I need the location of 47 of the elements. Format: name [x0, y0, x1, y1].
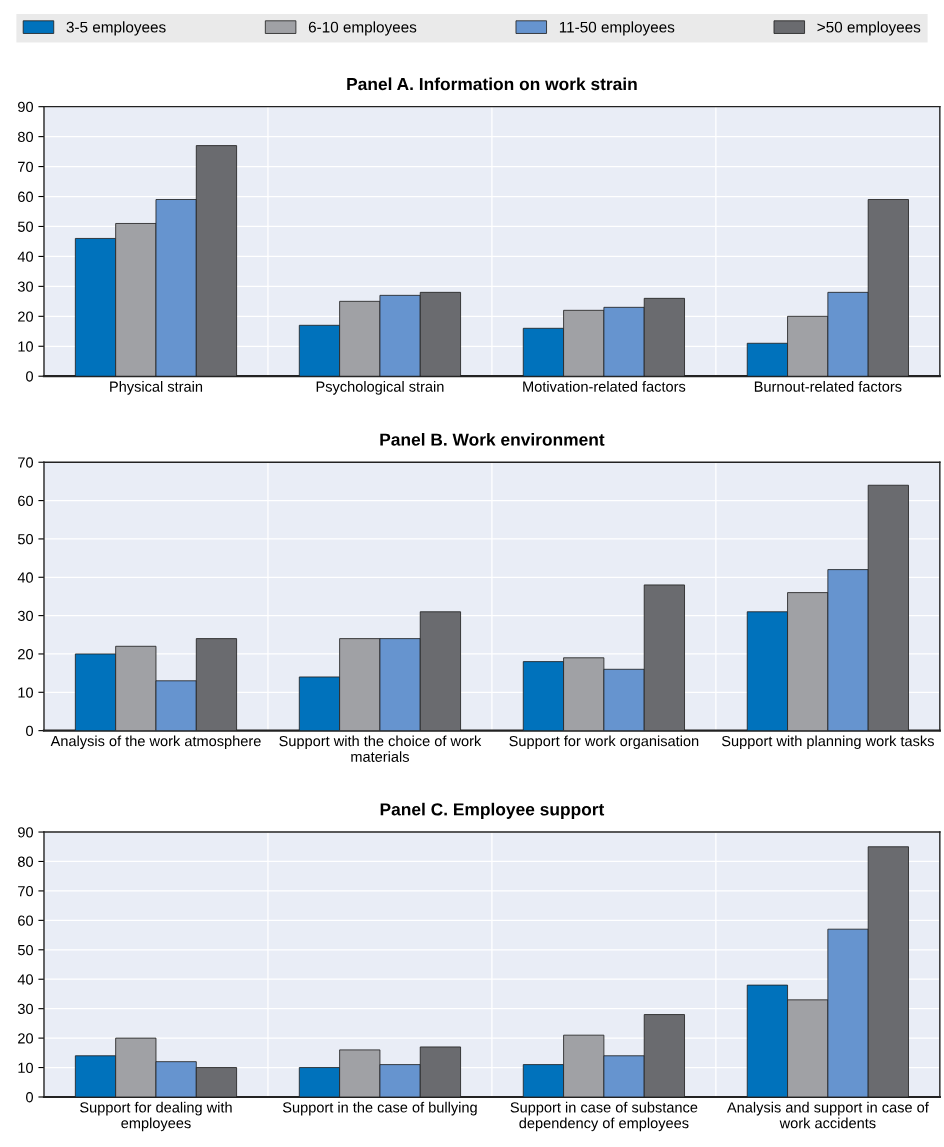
x-tick-label: Analysis of the work atmosphere: [50, 735, 261, 750]
y-tick-label: 0: [26, 371, 33, 382]
y-tick-label: 50: [17, 534, 33, 545]
legend-label: 11-50 employees: [559, 21, 675, 36]
y-tick-label: 70: [18, 886, 33, 897]
y-tick-label: 30: [17, 1003, 33, 1015]
y-tick-label: 20: [18, 311, 33, 322]
y-tick-label: 20: [18, 649, 33, 660]
legend-label: >50 employees: [817, 21, 921, 36]
y-tick-label: 60: [18, 191, 33, 202]
y-tick-label: 90: [18, 101, 33, 113]
y-tick-label: 0: [26, 1092, 33, 1103]
y-tick-label: 10: [18, 687, 33, 698]
y-tick-label: 30: [17, 610, 33, 622]
y-tick-label: 10: [18, 341, 33, 352]
y-tick-label: 20: [18, 1033, 33, 1044]
y-tick-label: 80: [17, 856, 33, 867]
x-tick-label: Burnout-related factors: [754, 381, 902, 392]
y-tick-label: 30: [17, 281, 33, 292]
y-tick-label: 50: [17, 221, 33, 232]
x-tick-label: Support with the choice of work materials: [279, 735, 482, 762]
x-tick-label: Psychological strain: [316, 381, 444, 395]
x-tick-label: Support with planning work tasks: [721, 735, 934, 750]
x-tick-label: Support in the case of bullying: [282, 1101, 477, 1116]
y-tick-label: 50: [17, 944, 33, 956]
y-tick-label: 70: [18, 161, 33, 172]
x-tick-label: Motivation-related factors: [523, 381, 686, 392]
x-tick-label: Support in case of substance dependency of employees: [510, 1101, 698, 1132]
x-tick-label: Physical strain: [110, 381, 203, 395]
x-tick-label: Support for dealing with employees: [80, 1101, 232, 1132]
legend-label: 3-5 employees: [66, 21, 166, 36]
y-tick-label: 60: [18, 495, 33, 507]
y-tick-label: 70: [18, 457, 33, 468]
x-tick-label: Analysis and support in case of work accidents: [726, 1101, 929, 1129]
chart-title: Panel C. Employee support: [380, 802, 605, 819]
y-tick-label: 0: [26, 725, 33, 737]
y-tick-label: 10: [18, 1062, 33, 1073]
chart-title: Panel B. Work environment: [380, 432, 605, 446]
legend-label: 6-10 employees: [308, 21, 417, 36]
y-tick-label: 40: [17, 974, 33, 985]
chart-title: Panel A. Information on work strain: [347, 77, 637, 91]
y-tick-label: 80: [17, 131, 33, 143]
x-tick-label: Support for work organisation: [509, 735, 699, 750]
y-tick-label: 40: [17, 572, 33, 583]
y-tick-label: 40: [17, 251, 33, 262]
y-tick-label: 60: [18, 915, 33, 926]
y-tick-label: 90: [18, 827, 33, 838]
